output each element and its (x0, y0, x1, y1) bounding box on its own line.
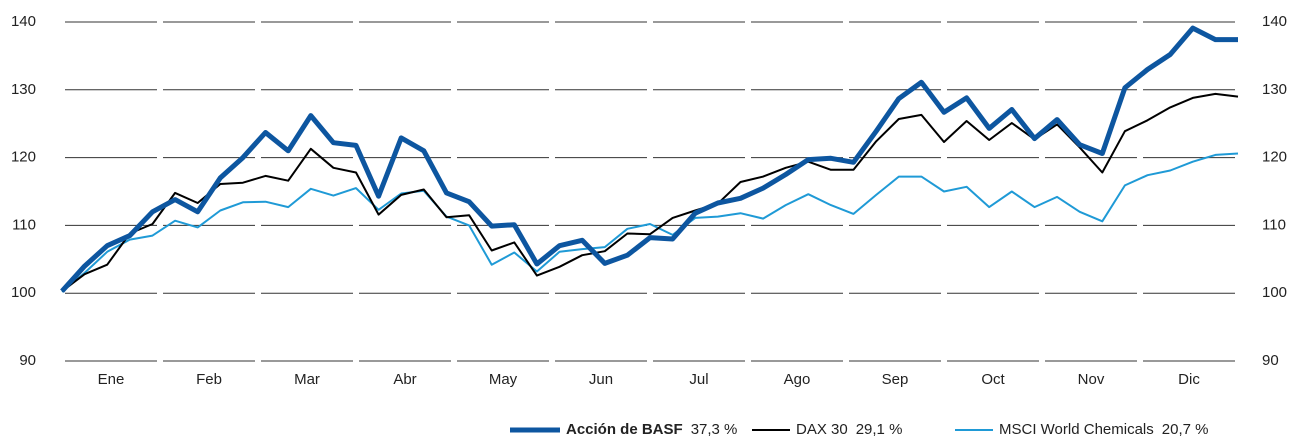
legend-name: DAX 30 (796, 421, 848, 437)
y-tick-label: 130 (11, 81, 36, 98)
x-tick-label: May (489, 371, 518, 388)
legend-label: MSCI World Chemicals 20,7 % (999, 421, 1208, 437)
x-tick-label: Ago (784, 371, 811, 388)
legend-change: 20,7 % (1162, 421, 1209, 437)
y-tick-label-right: 100 (1262, 284, 1287, 301)
legend-name: Acción de BASF (566, 421, 683, 437)
y-tick-label: 140 (11, 13, 36, 30)
x-tick-label: Dic (1178, 371, 1200, 388)
x-tick-label: Nov (1078, 371, 1105, 388)
legend-change: 37,3 % (691, 421, 738, 437)
y-tick-label: 100 (11, 284, 36, 301)
y-tick-label: 90 (19, 352, 36, 369)
y-tick-label-right: 90 (1262, 352, 1279, 369)
legend-label: DAX 30 29,1 % (796, 421, 902, 437)
series-line (61, 152, 1239, 293)
y-tick-label: 120 (11, 149, 36, 166)
legend-change: 29,1 % (856, 421, 903, 437)
y-tick-label-right: 140 (1262, 13, 1287, 30)
x-tick-label: Sep (882, 371, 909, 388)
series-line (60, 25, 1238, 293)
y-tick-label-right: 120 (1262, 149, 1287, 166)
y-tick-label: 110 (12, 216, 36, 233)
legend-name: MSCI World Chemicals (999, 421, 1154, 437)
x-tick-label: Jun (589, 371, 613, 388)
x-tick-label: Jul (689, 371, 708, 388)
legend-label: Acción de BASF 37,3 % (566, 421, 737, 437)
x-tick-label: Oct (981, 371, 1005, 388)
x-tick-label: Abr (393, 371, 416, 388)
x-tick-label: Ene (98, 371, 125, 388)
x-tick-label: Mar (294, 371, 320, 388)
y-tick-label-right: 110 (1262, 216, 1286, 233)
y-tick-label-right: 130 (1262, 81, 1287, 98)
x-tick-label: Feb (196, 371, 222, 388)
